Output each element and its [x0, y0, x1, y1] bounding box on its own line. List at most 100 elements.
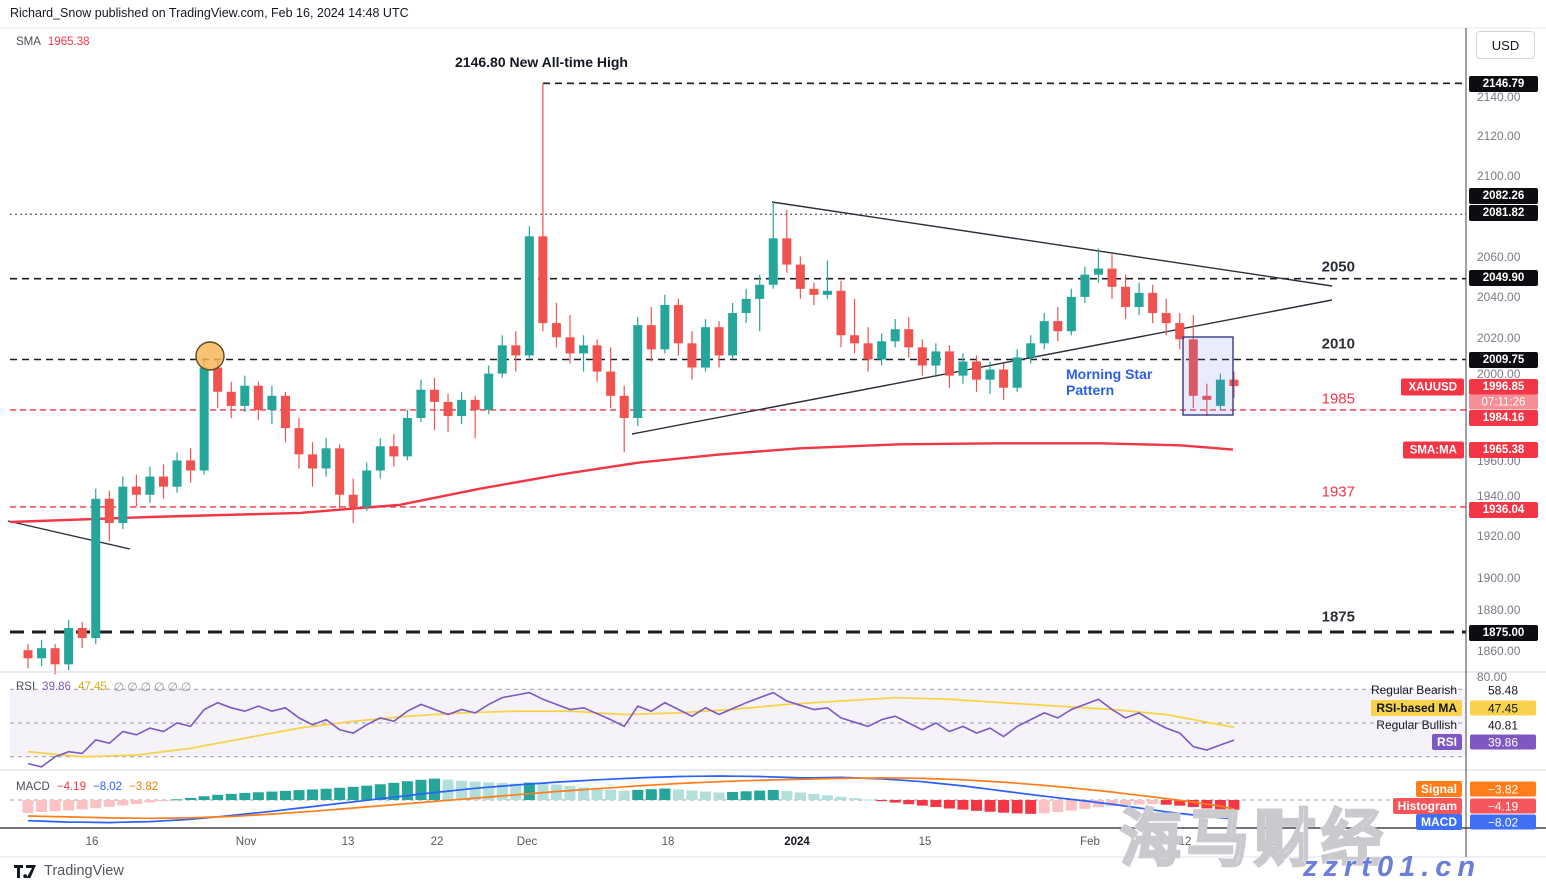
macd-row-label-histogram: Histogram [1392, 798, 1462, 814]
price-axis-label-1920.00[interactable]: 1920.00 [1477, 529, 1521, 543]
macd-hist-bar [1092, 800, 1104, 808]
candle-body [267, 395, 277, 410]
currency-button[interactable]: USD [1476, 31, 1535, 59]
candle-body [1026, 343, 1036, 358]
macd-legend[interactable]: MACD −4.19 −8.02 −3.82 [16, 781, 158, 793]
macd-hist-bar [537, 783, 549, 800]
time-axis-label-16[interactable]: 16 [85, 836, 99, 848]
level-label-2050[interactable]: 2050 [1321, 258, 1355, 276]
time-axis-label-13[interactable]: 13 [341, 836, 355, 848]
trendline-3[interactable] [7, 520, 131, 550]
macd-hist-bar [212, 794, 224, 800]
candle-body [1039, 321, 1049, 344]
time-axis-label-21[interactable]: 21 [1265, 836, 1279, 848]
candle-body [1066, 296, 1076, 332]
time-axis-label-Dec[interactable]: Dec [516, 836, 538, 848]
candle-body [565, 337, 575, 354]
macd-hist-bar [510, 783, 522, 800]
macd-signal-line[interactable] [27, 777, 1235, 820]
candle-body [999, 369, 1009, 388]
candle-body [104, 498, 114, 524]
macd-hist-bar [1187, 800, 1199, 808]
price-axis-label-2120.00[interactable]: 2120.00 [1477, 129, 1521, 143]
candle-body [863, 343, 873, 360]
highlight-circle[interactable] [195, 341, 225, 371]
candle-body [402, 418, 412, 457]
trendline-1[interactable] [771, 201, 1333, 287]
candle-body [619, 395, 629, 419]
price-axis-label-2040.00[interactable]: 2040.00 [1477, 290, 1521, 304]
candle-body [497, 345, 507, 374]
morning-star-box[interactable] [1182, 336, 1234, 416]
macd-hist-bar [239, 792, 251, 800]
macd-hist-bar [347, 786, 359, 800]
price-badge-2049.90: 2049.90 [1469, 270, 1538, 286]
time-axis-label-Mar[interactable]: Mar [1350, 836, 1370, 848]
ath-annotation[interactable]: 2146.80 New All-time High [455, 54, 628, 70]
candle-body [1012, 357, 1022, 388]
macd-line-value: −8.02 [92, 781, 123, 793]
time-axis-label-15[interactable]: 15 [918, 836, 932, 848]
trendline-2[interactable] [631, 299, 1333, 435]
time-axis-label-12[interactable]: 12 [1178, 836, 1192, 848]
price-badge-07:11:26: 07:11:26 [1469, 394, 1538, 410]
candle-body [755, 284, 765, 299]
macd-hist-bar [442, 779, 454, 800]
candle-body [37, 648, 47, 659]
level-label-1937[interactable]: 1937 [1321, 483, 1355, 501]
candle-body [985, 369, 995, 380]
price-axis-label-2140.00[interactable]: 2140.00 [1477, 90, 1521, 104]
morning-star-annotation[interactable]: Morning Star Pattern [1066, 366, 1152, 398]
sma-line[interactable] [9, 442, 1234, 524]
macd-hist-bar [740, 791, 752, 800]
macd-hist-bar [117, 800, 129, 806]
level-label-1875[interactable]: 1875 [1321, 608, 1355, 626]
macd-hist-bar [754, 790, 766, 800]
sma-legend[interactable]: SMA 1965.38 [16, 36, 90, 48]
macd-hist-bar [252, 792, 264, 800]
price-badge-2146.79: 2146.79 [1469, 76, 1538, 92]
rsi-line[interactable] [27, 691, 1235, 768]
price-axis-label-2060.00[interactable]: 2060.00 [1477, 250, 1521, 264]
macd-hist-bar [564, 785, 576, 800]
macd-hist-bar [862, 799, 874, 801]
macd-hist-bar [821, 795, 833, 800]
macd-hist-bar [1133, 800, 1145, 805]
candle-body [348, 494, 358, 507]
price-axis-label-1900.00[interactable]: 1900.00 [1477, 571, 1521, 585]
time-axis-label-22[interactable]: 22 [430, 836, 444, 848]
rsi-ma-line[interactable] [27, 696, 1235, 758]
macd-hist-bar [632, 789, 644, 800]
candle-body [660, 304, 670, 350]
macd-hist-bar [1147, 800, 1159, 804]
rsi-legend[interactable]: RSI 39.86 47.45 ∅∅∅∅∅∅ [16, 680, 194, 694]
macd-hist-bar [103, 800, 115, 807]
price-axis-label-2000.00[interactable]: 2000.00 [1477, 367, 1521, 381]
rsi-row-label-rsi: RSI [1431, 734, 1462, 750]
candle-body [1121, 286, 1131, 307]
candle-body [226, 391, 236, 406]
price-axis-label-1940.00[interactable]: 1940.00 [1477, 489, 1521, 503]
price-axis-label-1860.00[interactable]: 1860.00 [1477, 644, 1521, 658]
tradingview-attribution[interactable]: TradingView [14, 863, 124, 879]
macd-hist-bar [144, 800, 156, 803]
price-axis-label-2100.00[interactable]: 2100.00 [1477, 169, 1521, 183]
macd-hist-bar [876, 800, 888, 802]
candle-body [240, 385, 250, 406]
price-axis-label-80.00[interactable]: 80.00 [1477, 670, 1508, 684]
time-axis-label-Feb[interactable]: Feb [1080, 836, 1100, 848]
macd-hist-bar [429, 778, 440, 800]
price-axis-label-2020.00[interactable]: 2020.00 [1477, 331, 1521, 345]
macd-row-label-macd: MACD [1416, 814, 1462, 830]
candle-body [172, 460, 182, 487]
time-axis-label-18[interactable]: 18 [661, 836, 675, 848]
macd-hist-bar [1214, 800, 1226, 810]
candle-body [592, 345, 602, 372]
time-axis-label-Nov[interactable]: Nov [235, 836, 257, 848]
price-axis-label-1880.00[interactable]: 1880.00 [1477, 603, 1521, 617]
time-axis-label-2024[interactable]: 2024 [784, 836, 810, 848]
macd-hist-bar [971, 800, 982, 811]
level-label-2010[interactable]: 2010 [1321, 335, 1355, 353]
level-label-1985[interactable]: 1985 [1321, 390, 1355, 408]
